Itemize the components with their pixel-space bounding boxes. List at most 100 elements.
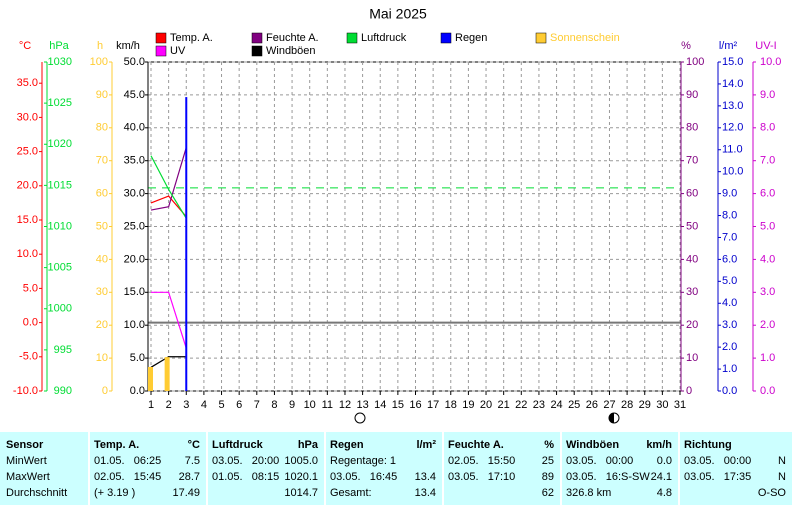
table-column [326,432,442,505]
legend-label: UV [170,45,186,57]
x-tick-label: 19 [462,399,474,411]
x-tick-label: 18 [445,399,457,411]
tick-label: 1000 [48,303,72,315]
tick-label: 7.0 [722,231,737,243]
moon-icons [354,412,620,424]
legend-swatch [251,32,263,44]
table-column [0,432,88,505]
tick-label: 90 [96,89,108,101]
cell-value: 0.0 [656,455,672,467]
x-tick-label: 22 [515,399,527,411]
cell-value: °C [187,439,200,451]
tick-label: 15.0 [722,56,743,68]
tick-label: -5.0 [19,351,38,363]
moon-new [354,412,366,424]
cell-text: Feuchte A. [448,439,504,451]
row-label: MaxWert [6,471,50,483]
row-label: Durchschnitt [6,487,68,499]
tick-label: 30.0 [17,111,38,123]
tick-label: 30.0 [124,188,145,200]
tick-label: 0 [686,385,692,397]
tick-label: 90 [686,89,698,101]
tick-label: 50.0 [124,56,145,68]
x-tick-label: 30 [656,399,668,411]
cell-value: 24.1 [650,471,672,483]
cell-value: 1005.0 [284,455,318,467]
tick-label: 2.0 [722,341,737,353]
tick-label: 15.0 [17,214,38,226]
tick-label: 100 [686,56,704,68]
cell-text: Richtung [684,439,732,451]
tick-label: 5.0 [722,275,737,287]
tick-label: -10.0 [13,385,38,397]
axis-unit: % [681,40,691,52]
table-column [680,432,792,505]
x-tick-label: 7 [254,399,260,411]
tick-label: 1005 [48,262,72,274]
x-tick-label: 1 [148,399,154,411]
cell-text: 03.05. 17:35 [684,471,752,483]
tick-label: 6.0 [722,253,737,265]
x-tick-label: 8 [271,399,277,411]
cell-text: 03.05. 00:00 [684,455,752,467]
legend-swatch [251,45,263,57]
table-column [562,432,678,505]
series-line [150,356,187,368]
tick-label: 70 [96,155,108,167]
tick-label: 15.0 [124,286,145,298]
tick-label: 2.0 [760,319,775,331]
cell-value: 25 [541,455,554,467]
x-tick-label: 9 [289,399,295,411]
cell-value: l/m² [416,439,436,451]
x-tick-label: 23 [533,399,545,411]
x-tick-label: 6 [236,399,242,411]
cell-value: O-SO [757,487,786,499]
x-tick-label: 13 [356,399,368,411]
tick-label: 0.0 [722,385,737,397]
axis-unit: l/m² [719,40,738,52]
legend-swatch [535,32,547,44]
x-tick-label: 3 [183,399,189,411]
x-tick-label: 10 [304,399,316,411]
tick-label: 10.0 [722,166,743,178]
cell-text: (+ 3.19 ) [94,487,136,499]
cell-value: km/h [646,439,672,451]
cell-text: 03.05. 17:10 [448,471,516,483]
tick-label: 20 [96,319,108,331]
x-tick-label: 29 [639,399,651,411]
legend-label: Temp. A. [170,32,213,44]
x-tick-label: 5 [218,399,224,411]
cell-text: Luftdruck [212,439,263,451]
cell-text: 02.05. 15:45 [94,471,162,483]
legend-label: Sonnenschein [550,32,620,44]
tick-label: 80 [686,122,698,134]
tick-label: 70 [686,155,698,167]
axis-unit: h [97,40,103,52]
tick-label: 14.0 [722,78,743,90]
x-tick-label: 31 [674,399,686,411]
tick-label: 10.0 [17,248,38,260]
series-bar [148,366,153,391]
cell-text: 02.05. 15:50 [448,455,516,467]
x-tick-label: 27 [603,399,615,411]
tick-label: 5.0 [23,282,38,294]
cell-value: 7.5 [184,455,200,467]
tick-label: 35.0 [124,155,145,167]
tick-label: 1.0 [760,352,775,364]
tick-label: 80 [96,122,108,134]
series-line [150,155,187,219]
x-tick-label: 11 [322,399,333,411]
tick-label: 1.0 [722,363,737,375]
x-tick-label: 26 [586,399,598,411]
cell-value: 17.49 [172,487,200,499]
cell-value: hPa [297,439,318,451]
tick-label: 4.0 [722,297,737,309]
tick-label: 1025 [48,97,72,109]
x-tick-label: 14 [374,399,386,411]
tick-label: 8.0 [722,209,737,221]
cell-value: 62 [541,487,554,499]
cell-text: 03.05. 16:S-SW [566,471,650,483]
cell-text: Regen [330,439,364,451]
tick-label: 25.0 [17,146,38,158]
cell-value: % [544,439,554,451]
